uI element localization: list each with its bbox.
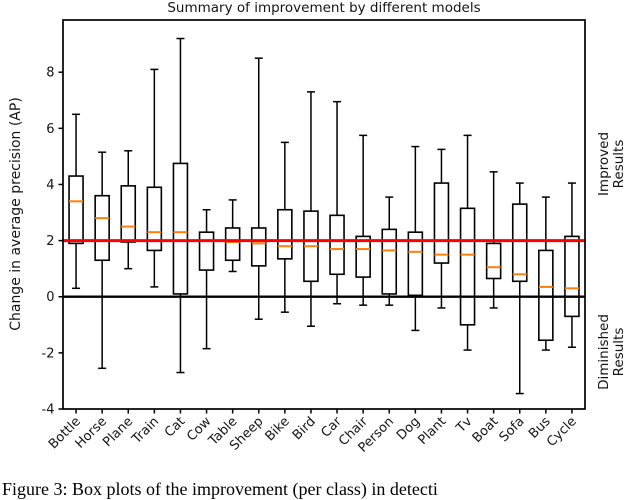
x-tick-label-plant: Plant	[416, 414, 450, 448]
y-tick-label: -4	[42, 403, 55, 418]
y-axis-label: Change in average precision (AP)	[8, 97, 25, 331]
y-tick-label: 0	[46, 290, 54, 305]
box-bottle	[68, 175, 84, 245]
box-plane	[120, 185, 137, 243]
box-plant	[433, 182, 450, 264]
x-tick-label-train: Train	[129, 414, 162, 447]
box-train	[146, 186, 163, 252]
box-cat	[172, 162, 189, 295]
box-cycle	[564, 235, 580, 318]
box-car	[329, 214, 345, 276]
box-bike	[277, 208, 293, 260]
x-tick-label-cycle: Cycle	[544, 414, 580, 450]
chart-title: Summary of improvement by different mode…	[167, 0, 481, 16]
improved-results-label: Improved Results	[595, 131, 627, 197]
y-tick-label: 4	[46, 178, 54, 193]
box-boat	[485, 242, 502, 280]
y-tick-label: -2	[42, 346, 55, 361]
box-cow	[198, 231, 215, 271]
figure-caption: Figure 3: Box plots of the improvement (…	[2, 479, 438, 499]
box-chair	[355, 235, 371, 278]
box-dog	[407, 231, 424, 297]
x-tick-label-plane: Plane	[100, 414, 136, 450]
box-tv	[459, 207, 476, 326]
box-table	[224, 227, 241, 262]
y-tick-label: 8	[46, 66, 54, 81]
x-tick-label-sofa: Sofa	[497, 414, 528, 445]
plot-spines	[62, 19, 586, 410]
box-horse	[94, 194, 110, 262]
box-sheep	[250, 227, 267, 267]
box-bus	[538, 249, 554, 342]
diminished-results-label: Diminished Results	[595, 314, 627, 390]
box-person	[381, 228, 398, 295]
y-tick-label: 6	[46, 122, 54, 137]
x-tick-label-boat: Boat	[470, 414, 502, 446]
x-tick-label-bird: Bird	[290, 414, 319, 443]
x-tick-label-cat: Cat	[162, 414, 188, 440]
box-sofa	[511, 203, 528, 283]
y-tick-label: 2	[46, 234, 54, 249]
x-tick-label-bike: Bike	[263, 414, 293, 444]
